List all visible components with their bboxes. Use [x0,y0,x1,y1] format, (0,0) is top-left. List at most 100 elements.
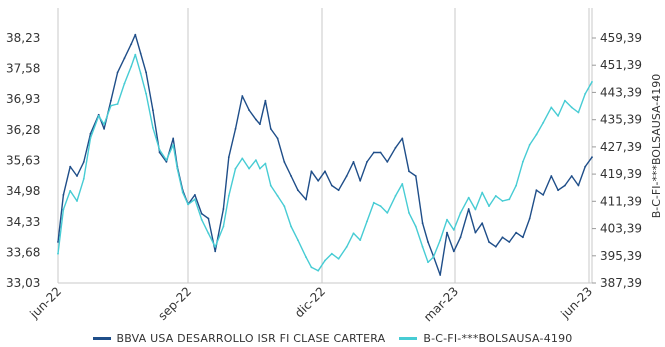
data-point [248,109,251,111]
data-point [324,170,326,173]
data-point [528,143,531,146]
y-left-tick-label: 34,33 [6,215,40,229]
data-point [255,118,257,121]
y-right-tick-label: 459,39 [600,31,642,45]
data-point [515,184,517,187]
y-right-tick-label: 435,39 [600,113,642,127]
data-point [535,133,538,136]
data-point [330,252,333,255]
data-point [542,194,545,196]
data-point [227,195,230,197]
legend-item-bbva[interactable]: BBVA USA DESARROLLO ISR FI CLASE CARTERA [92,332,386,345]
data-point [123,82,126,85]
data-point [123,57,126,60]
data-point [172,137,175,140]
data-point [564,184,566,187]
data-point [557,115,559,117]
data-point [89,137,92,139]
data-point [359,239,362,242]
data-point [259,167,261,170]
data-point [408,170,410,173]
data-point [297,189,299,192]
data-point [269,184,272,187]
series-0 [57,33,593,276]
data-point [401,183,404,185]
data-point [103,127,105,130]
data-point [446,218,448,221]
data-point [557,189,559,192]
data-point [535,189,538,192]
data-point [386,212,389,214]
data-point [494,245,497,248]
data-point [584,165,587,168]
y-right-tick-label: 427,39 [600,140,642,154]
y-axis-right-ticks: 459,39 451,39 443,39 435,39 427,39 419,39 411,… [592,31,642,290]
data-point [134,33,137,36]
y-left-tick-label: 38,23 [6,31,40,45]
data-point [200,212,203,215]
data-point [386,161,389,163]
data-point [467,196,470,199]
data-point [200,218,203,221]
data-point [352,161,355,163]
data-point [564,99,566,102]
data-point [139,52,142,55]
data-point [414,175,417,177]
data-point [550,106,553,109]
y-right-tick-label: 419,39 [600,167,642,181]
data-point [337,189,340,192]
data-point [158,151,161,154]
data-point [62,208,65,211]
y-right-tick-label: 387,39 [600,276,642,290]
data-point [194,194,196,196]
data-point [508,198,511,201]
data-point [542,121,545,124]
data-point [241,95,244,97]
data-point [290,175,292,177]
data-point [222,225,225,228]
data-point [130,65,133,68]
data-point [62,194,65,196]
data-point [165,159,168,162]
data-point [591,81,593,83]
data-point [152,109,154,111]
data-point [139,72,142,75]
data-point [116,71,119,74]
data-point [432,256,435,258]
data-point [259,123,261,126]
data-point [103,123,105,126]
data-point [359,179,362,182]
data-point [488,241,490,243]
data-point [345,175,348,177]
data-point [522,236,524,239]
data-point [264,99,267,102]
data-point [255,159,257,162]
y-left-tick-label: 33,03 [6,276,40,290]
y-right-tick-label: 395,39 [600,249,642,263]
chart-legend: BBVA USA DESARROLLO ISR FI CLASE CARTERA… [0,330,665,347]
legend-item-bolsausa[interactable]: B-C-FI-***BOLSAUSA-4190 [399,332,572,345]
data-point [276,137,279,140]
data-point [522,160,524,163]
data-point [290,225,292,228]
data-point [134,53,137,56]
data-point [69,165,72,168]
data-point [158,149,161,151]
data-point [283,205,286,208]
data-point [577,184,580,187]
data-point [110,104,112,107]
data-point [234,167,237,170]
data-point [421,246,424,248]
y-left-tick-label: 33,68 [6,245,40,259]
data-point [474,231,477,234]
series-1 [57,53,593,272]
data-point [337,257,340,260]
data-point [452,229,455,231]
data-point [366,161,368,163]
chart-grid [57,8,593,284]
data-point [508,241,511,243]
data-point [276,195,279,197]
data-point [57,241,59,243]
x-tick-label: dic-22 [292,284,328,320]
